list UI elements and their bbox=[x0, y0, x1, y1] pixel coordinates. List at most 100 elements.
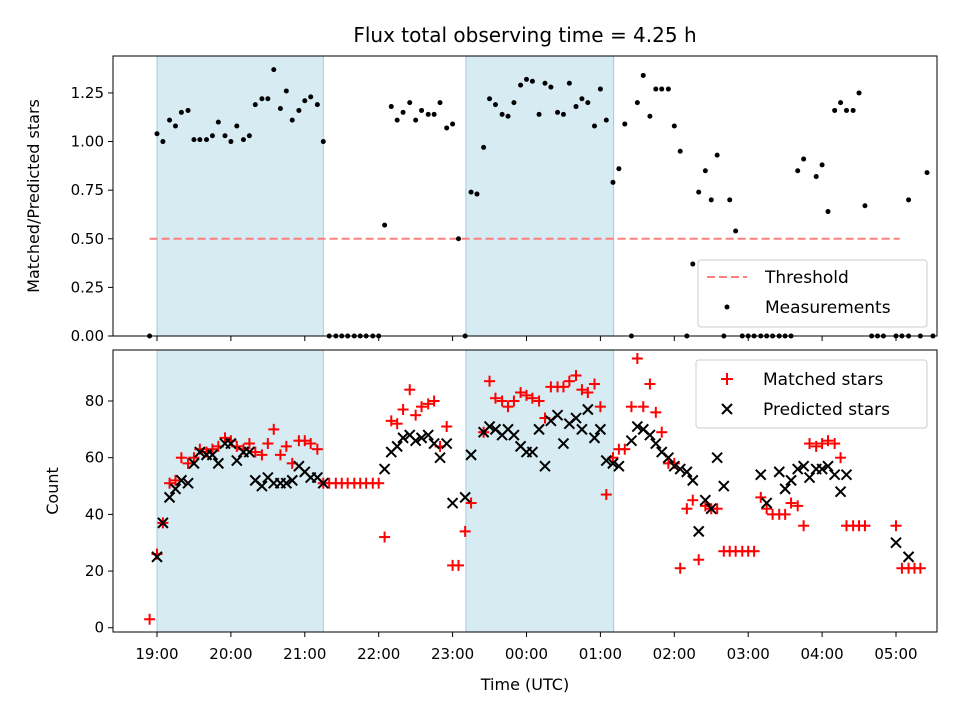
predicted-star-point bbox=[434, 451, 446, 464]
legend-matched-label: Matched stars bbox=[763, 370, 883, 390]
measurement-point bbox=[191, 137, 197, 143]
predicted-star-point bbox=[594, 423, 607, 436]
measurement-point bbox=[277, 106, 283, 111]
predicted-star-point bbox=[188, 457, 200, 470]
bottom-xtick-label: 02:00 bbox=[653, 645, 696, 663]
predicted-star-point bbox=[785, 474, 797, 487]
predicted-star-point bbox=[576, 423, 588, 436]
top-shaded-band-0 bbox=[156, 55, 324, 337]
bottom-y-ticks: 0 20 40 60 80 bbox=[85, 392, 113, 637]
bottom-axes-frame bbox=[112, 349, 938, 633]
predicted-star-point bbox=[600, 454, 613, 467]
predicted-star-point bbox=[182, 477, 194, 489]
predicted-star-point bbox=[570, 412, 582, 424]
matched-star-point bbox=[175, 452, 187, 464]
predicted-star-point bbox=[428, 437, 440, 450]
predicted-star-point bbox=[526, 446, 539, 458]
measurement-point bbox=[487, 96, 493, 102]
predicted-star-point bbox=[551, 409, 564, 421]
measurement-point bbox=[813, 174, 819, 180]
predicted-star-point bbox=[256, 480, 268, 492]
matched-star-point bbox=[299, 435, 311, 447]
measurement-point bbox=[838, 100, 844, 106]
measurement-point bbox=[246, 133, 252, 139]
matched-star-point bbox=[428, 395, 440, 407]
measurement-point bbox=[825, 209, 831, 215]
matched-star-point bbox=[410, 409, 422, 421]
predicted-star-point bbox=[459, 491, 471, 504]
measurement-point bbox=[456, 236, 462, 242]
predicted-star-point bbox=[317, 477, 329, 489]
bottom-xtick-label: 20:00 bbox=[209, 645, 252, 663]
measurement-point bbox=[832, 107, 838, 113]
bottom-xtick-label: 21:00 bbox=[283, 645, 326, 663]
bottom-xtick-label: 00:00 bbox=[505, 645, 548, 663]
matched-star-point bbox=[465, 497, 477, 509]
predicted-star-point bbox=[668, 460, 681, 472]
predicted-star-point bbox=[286, 474, 298, 487]
matched-star-point bbox=[576, 384, 588, 396]
predicted-star-point bbox=[650, 437, 662, 450]
top-ytick-label: 0.75 bbox=[71, 181, 104, 199]
predicted-star-point bbox=[440, 437, 453, 450]
matched-star-point bbox=[397, 404, 409, 416]
measurement-point bbox=[234, 123, 240, 129]
predicted-star-point bbox=[483, 420, 496, 433]
predicted-star-point bbox=[231, 454, 243, 467]
predicted-star-point bbox=[760, 497, 773, 509]
matched-star-point bbox=[792, 500, 804, 512]
predicted-star-point bbox=[803, 471, 816, 484]
matched-star-point bbox=[521, 389, 532, 401]
measurement-point bbox=[296, 107, 302, 113]
top-ytick-label: 1.00 bbox=[71, 133, 104, 151]
measurement-point bbox=[727, 197, 733, 203]
measurement-point bbox=[597, 86, 603, 92]
measurement-point bbox=[154, 131, 160, 137]
matched-star-point bbox=[373, 477, 385, 489]
matched-star-point bbox=[822, 435, 834, 447]
predicted-star-point bbox=[557, 437, 570, 450]
bottom-legend-box bbox=[695, 359, 928, 429]
top-shaded-regions bbox=[156, 55, 615, 337]
predicted-star-point bbox=[644, 429, 656, 441]
measurement-point bbox=[634, 100, 640, 106]
measurement-point bbox=[222, 133, 228, 139]
matched-star-point bbox=[422, 398, 434, 410]
matched-star-point bbox=[489, 392, 501, 404]
predicted-star-point bbox=[779, 483, 791, 495]
predicted-star-point bbox=[674, 463, 686, 475]
measurement-point bbox=[640, 72, 646, 78]
predicted-star-point bbox=[692, 525, 705, 538]
top-ytick-label: 0.50 bbox=[71, 230, 104, 248]
measurement-point bbox=[653, 86, 659, 92]
predicted-star-point bbox=[422, 429, 434, 441]
matched-star-point bbox=[644, 378, 656, 390]
measurement-point bbox=[413, 117, 419, 123]
measurement-point bbox=[252, 102, 258, 108]
matched-star-point bbox=[533, 395, 545, 407]
measurement-point bbox=[388, 104, 394, 110]
measurement-point bbox=[585, 100, 591, 106]
matched-star-point bbox=[219, 432, 231, 444]
predicted-star-point bbox=[699, 494, 712, 506]
predicted-star-point bbox=[280, 477, 293, 489]
matched-star-point bbox=[625, 401, 637, 413]
measurement-point bbox=[524, 76, 529, 82]
matched-star-point bbox=[169, 474, 181, 486]
bottom-y-axis-label: Count bbox=[43, 467, 62, 515]
top-x-ticks bbox=[156, 336, 897, 341]
top-axes-frame bbox=[112, 55, 938, 337]
measurement-point bbox=[555, 109, 561, 115]
measurement-point bbox=[560, 111, 566, 117]
measurement-point bbox=[431, 111, 437, 117]
matched-star-point bbox=[256, 449, 268, 461]
measurement-point bbox=[850, 107, 856, 113]
predicted-star-point bbox=[705, 503, 717, 515]
matched-star-point bbox=[890, 520, 902, 532]
matched-star-point bbox=[557, 381, 569, 393]
matched-star-point bbox=[416, 401, 428, 413]
predicted-star-point bbox=[446, 497, 459, 509]
matched-legend-marker bbox=[721, 373, 733, 385]
predicted-star-point bbox=[157, 517, 169, 529]
measurement-point bbox=[801, 156, 807, 162]
